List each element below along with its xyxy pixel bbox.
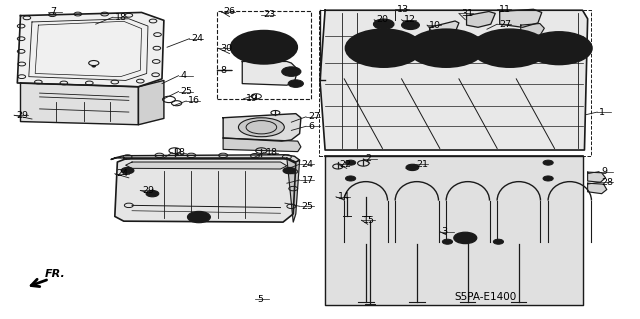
Text: 6: 6 <box>308 122 314 131</box>
Circle shape <box>356 34 412 62</box>
Circle shape <box>543 160 553 165</box>
Text: 1: 1 <box>599 108 605 116</box>
Circle shape <box>288 80 303 87</box>
Text: 8: 8 <box>220 66 226 75</box>
Circle shape <box>454 232 477 244</box>
Text: 26: 26 <box>223 7 235 16</box>
Polygon shape <box>320 10 588 150</box>
Text: 2: 2 <box>365 154 371 163</box>
Text: 16: 16 <box>188 97 200 106</box>
Circle shape <box>535 36 583 60</box>
Polygon shape <box>588 183 607 194</box>
Text: 31: 31 <box>461 9 473 18</box>
Circle shape <box>406 164 419 171</box>
Text: 5: 5 <box>257 295 263 304</box>
Text: 19: 19 <box>246 94 257 103</box>
Text: 21: 21 <box>416 160 428 169</box>
Text: FR.: FR. <box>45 269 65 279</box>
Circle shape <box>543 176 553 181</box>
Circle shape <box>493 239 504 244</box>
Text: 30: 30 <box>220 44 232 53</box>
Circle shape <box>121 167 134 174</box>
Circle shape <box>379 22 389 27</box>
Text: 13: 13 <box>397 5 409 14</box>
Polygon shape <box>223 138 301 152</box>
Text: 25: 25 <box>180 87 193 96</box>
Bar <box>217 11 311 100</box>
Text: 18: 18 <box>115 13 127 22</box>
Text: 10: 10 <box>429 21 441 30</box>
Text: 27: 27 <box>308 112 320 121</box>
Circle shape <box>188 211 211 223</box>
Text: 24: 24 <box>191 34 204 43</box>
Circle shape <box>346 160 356 165</box>
Text: 24: 24 <box>116 169 129 178</box>
Circle shape <box>92 65 96 67</box>
Text: 27: 27 <box>499 20 511 29</box>
Polygon shape <box>138 80 164 125</box>
Text: 22: 22 <box>340 160 352 169</box>
Text: 7: 7 <box>50 7 56 16</box>
Text: 18: 18 <box>174 148 186 157</box>
Circle shape <box>408 29 484 67</box>
Text: 12: 12 <box>403 15 415 24</box>
Circle shape <box>346 176 356 181</box>
Polygon shape <box>500 9 541 27</box>
Text: 3: 3 <box>442 227 448 236</box>
Polygon shape <box>125 162 287 169</box>
Circle shape <box>526 32 592 65</box>
Circle shape <box>146 190 159 197</box>
Text: 28: 28 <box>601 178 613 187</box>
Polygon shape <box>111 155 300 162</box>
Polygon shape <box>287 158 300 222</box>
Polygon shape <box>429 21 459 35</box>
Circle shape <box>401 21 419 30</box>
Circle shape <box>374 19 394 29</box>
Polygon shape <box>223 114 301 141</box>
Circle shape <box>442 239 452 244</box>
Text: S5PA-E1400: S5PA-E1400 <box>454 292 517 302</box>
Polygon shape <box>243 62 298 85</box>
Text: 29: 29 <box>16 111 28 120</box>
Text: 14: 14 <box>338 192 350 201</box>
Circle shape <box>482 34 538 62</box>
Text: 18: 18 <box>266 148 278 157</box>
Polygon shape <box>325 156 582 305</box>
Text: 9: 9 <box>601 167 607 176</box>
Text: 24: 24 <box>301 160 314 169</box>
Circle shape <box>231 31 297 64</box>
Polygon shape <box>467 11 495 27</box>
Text: 11: 11 <box>499 5 511 14</box>
Text: 20: 20 <box>376 15 388 24</box>
Text: 4: 4 <box>180 71 186 80</box>
Polygon shape <box>17 12 164 87</box>
Text: 23: 23 <box>263 10 275 19</box>
Text: 25: 25 <box>301 202 314 211</box>
Ellipse shape <box>239 118 284 137</box>
Text: 15: 15 <box>364 216 375 225</box>
Circle shape <box>283 167 296 174</box>
Circle shape <box>346 29 422 67</box>
Polygon shape <box>588 172 605 182</box>
Polygon shape <box>521 24 544 39</box>
Polygon shape <box>115 159 296 222</box>
Circle shape <box>418 34 474 62</box>
Circle shape <box>472 29 548 67</box>
Circle shape <box>282 67 301 76</box>
Polygon shape <box>20 83 138 125</box>
Text: 29: 29 <box>142 186 154 195</box>
Text: 17: 17 <box>301 175 314 185</box>
